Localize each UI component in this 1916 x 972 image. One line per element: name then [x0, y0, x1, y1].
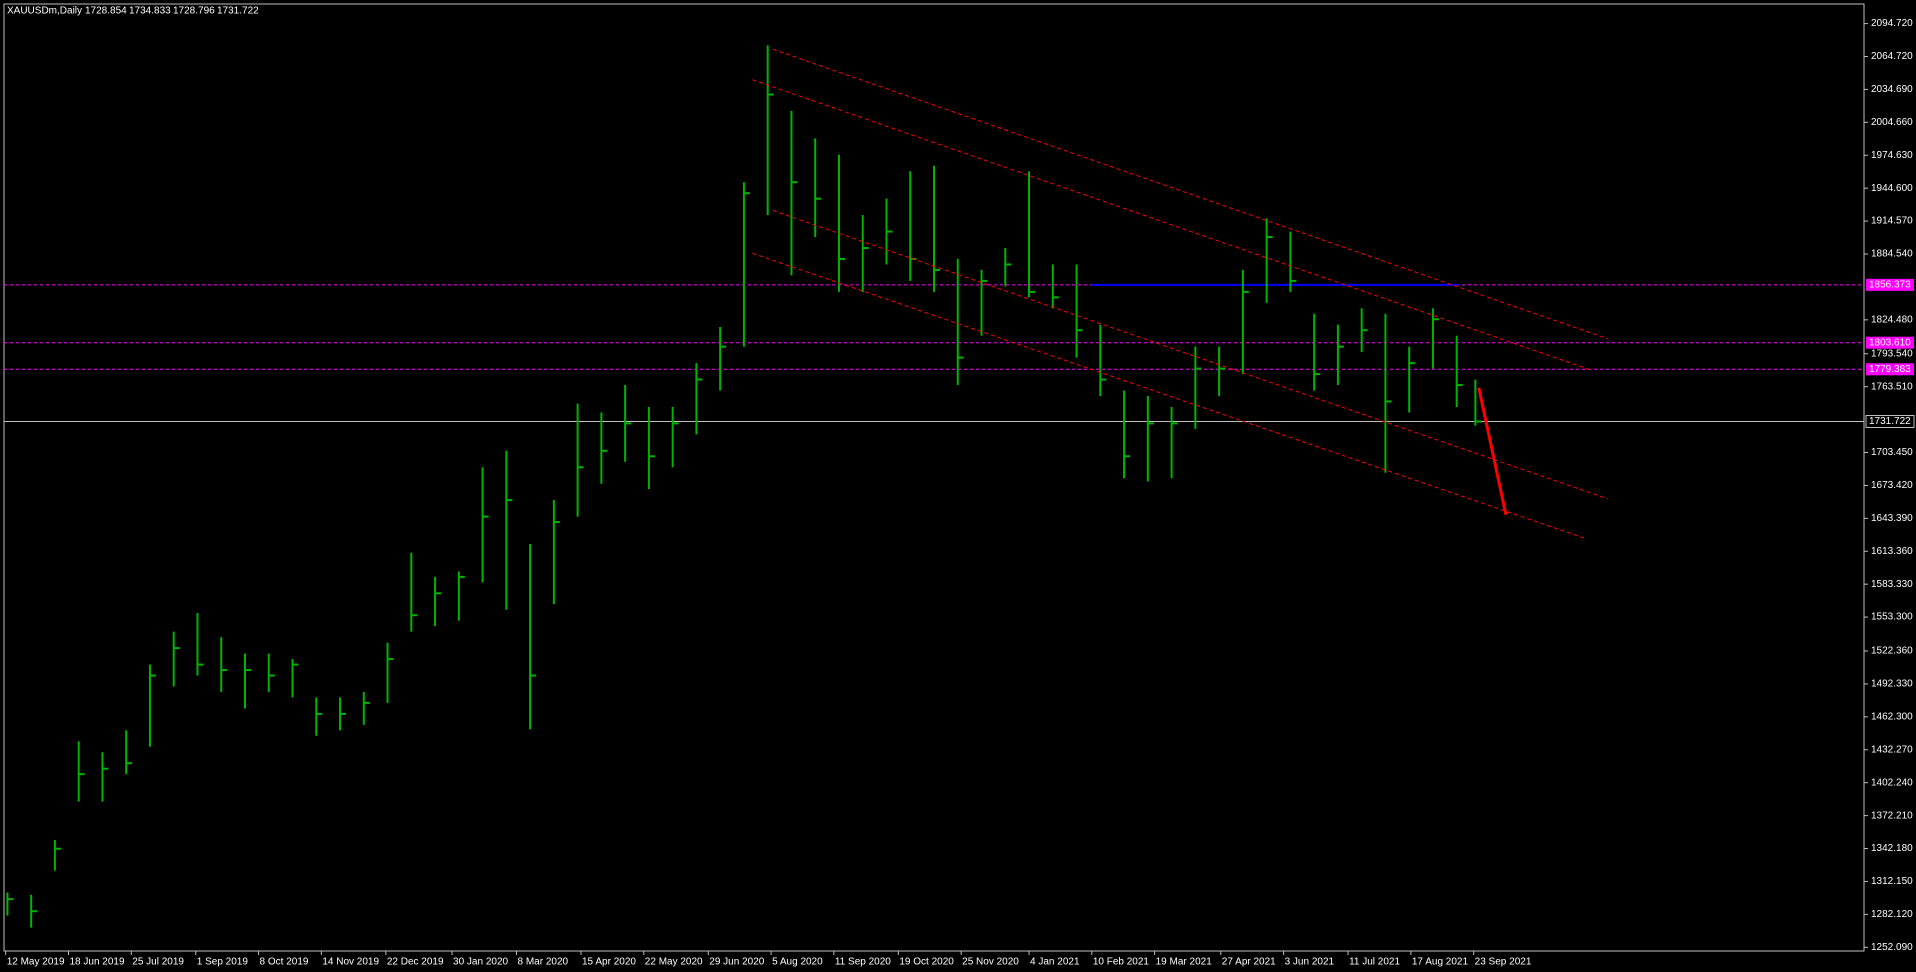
- y-tick-label: 1643.390: [1871, 513, 1913, 524]
- x-tick-label: 29 Jun 2020: [709, 957, 764, 968]
- x-tick-label: 11 Jul 2021: [1349, 957, 1400, 968]
- x-tick-label: 19 Oct 2020: [899, 957, 954, 968]
- y-tick-label: 1432.270: [1871, 744, 1913, 755]
- x-tick-label: 17 Aug 2021: [1412, 957, 1469, 968]
- current-price-label: 1731.722: [1869, 416, 1911, 427]
- y-tick-label: 1793.540: [1871, 348, 1913, 359]
- x-tick-label: 22 May 2020: [645, 957, 703, 968]
- y-tick-label: 1252.090: [1871, 942, 1913, 953]
- y-tick-label: 1914.570: [1871, 216, 1913, 227]
- trendline: [772, 48, 1608, 340]
- level-label: 1779.383: [1869, 364, 1911, 375]
- ohlc-high: 1734.833: [129, 6, 171, 17]
- symbol: XAUUSDm,Daily: [7, 6, 82, 17]
- x-tick-label: 19 Mar 2021: [1156, 957, 1213, 968]
- x-tick-label: 27 Apr 2021: [1222, 957, 1276, 968]
- y-tick-label: 1522.360: [1871, 646, 1913, 657]
- y-tick-label: 1372.210: [1871, 810, 1913, 821]
- x-tick-label: 3 Jun 2021: [1285, 957, 1335, 968]
- x-tick-label: 1 Sep 2019: [197, 957, 249, 968]
- y-tick-label: 2064.720: [1871, 51, 1913, 62]
- level-label-box: [1866, 363, 1914, 376]
- x-tick-label: 4 Jan 2021: [1030, 957, 1080, 968]
- x-tick-label: 14 Nov 2019: [322, 957, 379, 968]
- x-tick-label: 8 Oct 2019: [260, 957, 309, 968]
- trendline: [1477, 387, 1508, 516]
- plot-frame: [3, 3, 1865, 952]
- y-tick-label: 1402.240: [1871, 777, 1913, 788]
- current-price-box: [1865, 415, 1915, 429]
- y-tick-label: 2034.690: [1871, 84, 1913, 95]
- level-label-box: [1866, 336, 1914, 349]
- y-tick-label: 1884.540: [1871, 249, 1913, 260]
- y-tick-label: 2004.660: [1871, 117, 1913, 128]
- y-tick-label: 1462.300: [1871, 711, 1913, 722]
- y-tick-label: 1282.120: [1871, 909, 1913, 920]
- y-tick-label: 1703.450: [1871, 447, 1913, 458]
- x-tick-label: 30 Jan 2020: [453, 957, 508, 968]
- y-tick-label: 1974.630: [1871, 150, 1913, 161]
- x-tick-label: 10 Feb 2021: [1093, 957, 1150, 968]
- y-tick-label: 1342.180: [1871, 843, 1913, 854]
- x-tick-label: 8 Mar 2020: [518, 957, 569, 968]
- x-tick-label: 12 May 2019: [7, 957, 65, 968]
- y-tick-label: 1824.480: [1871, 314, 1913, 325]
- x-tick-label: 18 Jun 2019: [69, 957, 124, 968]
- y-tick-label: 1763.510: [1871, 381, 1913, 392]
- x-tick-label: 23 Sep 2021: [1475, 957, 1532, 968]
- y-tick-label: 1613.360: [1871, 546, 1913, 557]
- ohlc-close: 1731.722: [217, 6, 259, 17]
- trendline: [752, 79, 1590, 370]
- y-tick-label: 2094.720: [1871, 18, 1913, 29]
- x-tick-label: 22 Dec 2019: [387, 957, 444, 968]
- y-tick-label: 1312.150: [1871, 876, 1913, 887]
- x-tick-label: 25 Jul 2019: [132, 957, 184, 968]
- level-label: 1803.610: [1869, 337, 1911, 348]
- x-tick-label: 25 Nov 2020: [962, 957, 1019, 968]
- x-tick-label: 5 Aug 2020: [772, 957, 823, 968]
- ohlc-open: 1728.854: [85, 6, 127, 17]
- level-label: 1856.373: [1869, 280, 1911, 291]
- y-tick-label: 1553.300: [1871, 612, 1913, 623]
- level-label-box: [1866, 278, 1914, 291]
- y-tick-label: 1492.330: [1871, 679, 1913, 690]
- x-tick-label: 11 Sep 2020: [835, 957, 891, 968]
- y-tick-label: 1673.420: [1871, 480, 1913, 491]
- x-tick-label: 15 Apr 2020: [582, 957, 636, 968]
- trendline: [772, 210, 1608, 500]
- y-tick-label: 1944.600: [1871, 183, 1913, 194]
- ohlc-low: 1728.796: [173, 6, 215, 17]
- y-tick-label: 1583.330: [1871, 579, 1913, 590]
